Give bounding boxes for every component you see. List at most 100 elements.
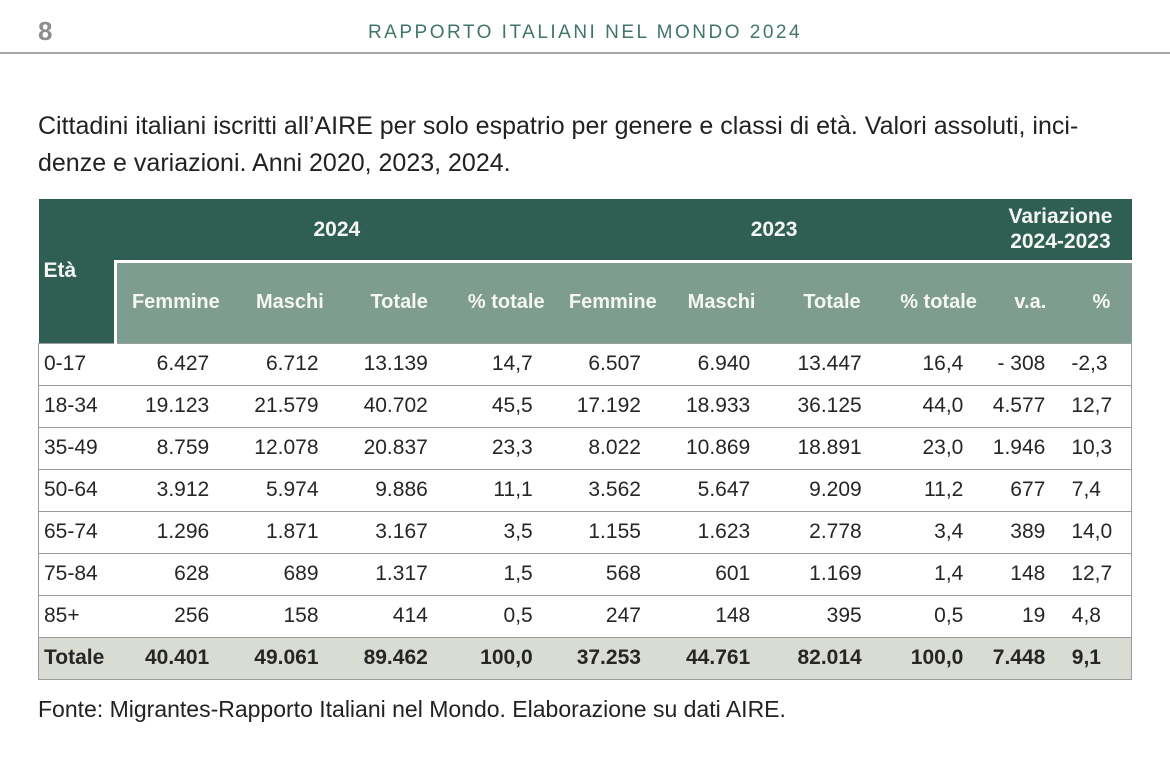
value-cell: 628 [115,552,236,595]
value-cell: 1.169 [776,552,888,595]
age-class-cell: 35-49 [38,426,115,469]
value-cell: 1.317 [344,552,454,595]
value-cell: 13.447 [776,342,888,385]
value-cell: 19.123 [115,384,236,427]
source-note: Fonte: Migrantes-Rapporto Italiani nel M… [38,695,786,722]
value-cell: 100,0 [887,636,990,680]
group-header-variation-line2: 2024-2023 [1010,230,1111,254]
value-cell: 1.871 [235,510,345,553]
value-cell: 4.577 [989,384,1072,427]
col-header-va: v.a. [989,259,1072,343]
col-header-femmine-2023: Femmine [558,259,667,343]
value-cell: 19 [989,594,1072,637]
aire-statistics-table: Età 2024 2023 Variazione 2024-2023 Femmi… [38,199,1133,680]
value-cell: 4,8 [1071,594,1133,637]
value-cell: 0,5 [887,594,990,637]
value-cell: 3.562 [558,468,667,511]
value-cell: 568 [558,552,667,595]
table-row: 35-49 8.759 12.078 20.837 23,3 8.022 10.869 18.… [38,426,1133,469]
value-cell: 8.759 [115,426,236,469]
table-caption: Cittadini italiani iscritti all’AIRE per… [38,108,1132,182]
table-row: 18-34 19.123 21.579 40.702 45,5 17.192 18.933 3… [38,384,1133,427]
value-cell: 89.462 [344,636,454,680]
value-cell: 3.912 [115,468,236,511]
value-cell: 12,7 [1071,384,1133,427]
value-cell: 16,4 [887,342,990,385]
value-cell: 256 [115,594,236,637]
value-cell: 1,5 [453,552,559,595]
age-column-header: Età [38,199,115,343]
value-cell: 12,7 [1071,552,1133,595]
value-cell: 44,0 [887,384,990,427]
total-label-cell: Totale [38,636,115,680]
value-cell: 12.078 [235,426,345,469]
value-cell: 148 [666,594,777,637]
value-cell: 1.296 [115,510,236,553]
value-cell: 414 [344,594,454,637]
page-number: 8 [38,16,53,46]
value-cell: 6.427 [115,342,236,385]
col-header-maschi-2023: Maschi [666,259,777,343]
value-cell: 5.974 [235,468,345,511]
table-body: 0-17 6.427 6.712 13.139 14,7 6.507 6.940 13.447… [38,342,1133,680]
value-cell: 0,5 [453,594,559,637]
col-header-pct-totale-2024: % totale [453,259,559,343]
value-cell: 247 [558,594,667,637]
value-cell: 23,0 [887,426,990,469]
table-head: Età 2024 2023 Variazione 2024-2023 Femmi… [38,199,1132,343]
value-cell: 45,5 [453,384,559,427]
value-cell: 6.507 [558,342,667,385]
table-row: 75-84 628 689 1.317 1,5 568 601 1.169 1,4 148 12,7 [38,552,1133,595]
group-header-variation: Variazione 2024-2023 [989,199,1132,261]
value-cell: 1.155 [558,510,667,553]
value-cell: 7,4 [1071,468,1133,511]
value-cell: 9.209 [776,468,888,511]
value-cell: 389 [989,510,1072,553]
age-class-cell: 75-84 [38,552,115,595]
col-header-pct-totale-2023: % totale [887,259,990,343]
caption-line-1: Cittadini italiani iscritti all’AIRE per… [38,112,1079,140]
value-cell: 601 [666,552,777,595]
value-cell: 9,1 [1071,636,1133,680]
value-cell: 1.623 [666,510,777,553]
page-body: Cittadini italiani iscritti all’AIRE per… [0,108,1170,723]
value-cell: 14,0 [1071,510,1133,553]
running-title: RAPPORTO ITALIANI NEL MONDO 2024 [367,22,803,43]
table-row: 85+ 256 158 414 0,5 247 148 395 0,5 19 4,8 [38,594,1133,637]
value-cell: 36.125 [776,384,888,427]
caption-line-2: denze e variazioni. Anni 2020, 2023, 202… [38,149,511,177]
group-header-variation-line1: Variazione [1008,205,1113,229]
value-cell: 37.253 [558,636,667,680]
total-row: Totale 40.401 49.061 89.462 100,0 37.253 44.76… [38,636,1133,680]
value-cell: 10,3 [1071,426,1133,469]
value-cell: 100,0 [453,636,559,680]
value-cell: 18.891 [776,426,888,469]
value-cell: - 308 [989,342,1072,385]
col-header-maschi-2024: Maschi [235,259,345,343]
value-cell: 11,1 [453,468,559,511]
value-cell: -2,3 [1071,342,1133,385]
table-row: 65-74 1.296 1.871 3.167 3,5 1.155 1.623 2.778 3,… [38,510,1133,553]
value-cell: 23,3 [453,426,559,469]
group-header-2023: 2023 [558,199,990,261]
table-row: 50-64 3.912 5.974 9.886 11,1 3.562 5.647 9.209 1… [38,468,1133,511]
table-row: 0-17 6.427 6.712 13.139 14,7 6.507 6.940 13.447… [38,342,1133,385]
group-header-row: Età 2024 2023 Variazione 2024-2023 [38,199,1132,343]
col-header-pct-variation: % [1071,259,1132,343]
value-cell: 18.933 [666,384,777,427]
value-cell: 6.712 [235,342,345,385]
age-class-cell: 18-34 [38,384,115,427]
value-cell: 82.014 [776,636,888,680]
value-cell: 158 [235,594,345,637]
value-cell: 1,4 [887,552,990,595]
value-cell: 40.401 [115,636,236,680]
age-class-cell: 65-74 [38,510,115,553]
age-class-cell: 50-64 [38,468,115,511]
value-cell: 13.139 [344,342,454,385]
value-cell: 11,2 [887,468,990,511]
value-cell: 7.448 [989,636,1072,680]
value-cell: 677 [989,468,1072,511]
col-header-femmine-2024: Femmine [113,259,236,343]
value-cell: 5.647 [666,468,777,511]
value-cell: 40.702 [344,384,454,427]
